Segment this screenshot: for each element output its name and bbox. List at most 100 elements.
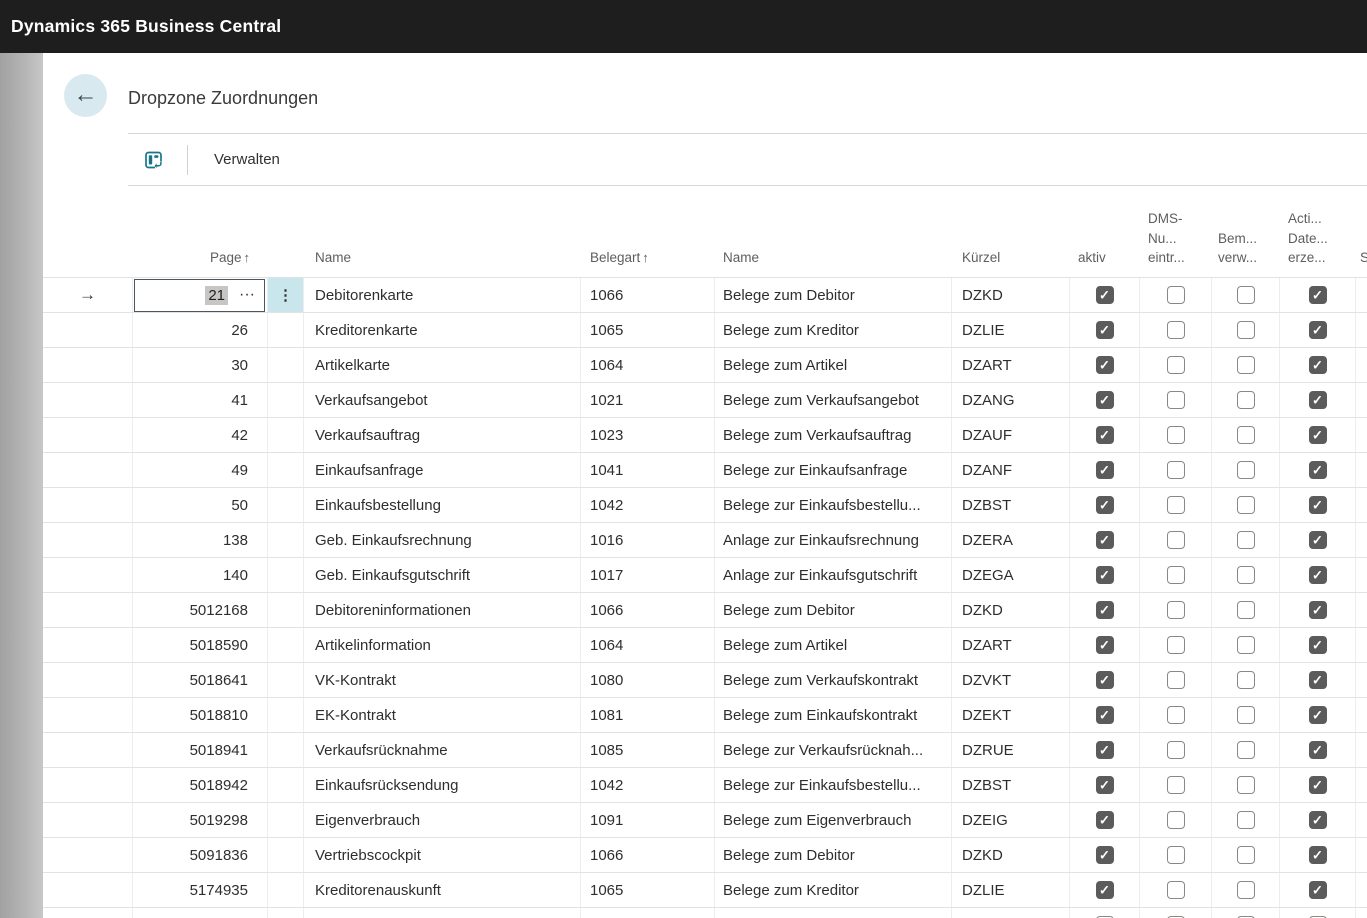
page-cell[interactable]: 140 bbox=[133, 558, 268, 592]
name2-cell[interactable]: Belege zur Einkaufsbestellu... bbox=[715, 488, 952, 522]
page-cell[interactable]: 5012168 bbox=[133, 593, 268, 627]
dms-checkbox[interactable] bbox=[1166, 706, 1185, 724]
row-selector-cell[interactable] bbox=[43, 418, 133, 452]
bem-checkbox[interactable] bbox=[1236, 461, 1255, 479]
name-cell[interactable]: Einkaufsanfrage bbox=[304, 453, 581, 487]
name-cell[interactable]: Verkaufsauftrag bbox=[304, 418, 581, 452]
belegart-cell[interactable]: 1064 bbox=[581, 348, 715, 382]
dms-checkbox[interactable] bbox=[1166, 636, 1185, 654]
verwalten-menu[interactable]: Verwalten bbox=[214, 151, 280, 168]
kuerzel-cell[interactable]: DZRUE bbox=[952, 733, 1070, 767]
dms-checkbox[interactable] bbox=[1166, 356, 1185, 374]
bem-checkbox[interactable] bbox=[1236, 531, 1255, 549]
kuerzel-cell[interactable]: DZKD bbox=[952, 278, 1070, 312]
row-menu-cell[interactable] bbox=[268, 348, 304, 382]
dms-checkbox[interactable] bbox=[1166, 426, 1185, 444]
belegart-cell[interactable]: 1021 bbox=[581, 383, 715, 417]
aktiv-checkbox[interactable]: ✓ bbox=[1095, 356, 1114, 374]
table-row[interactable]: 5091836 Vertriebscockpit 1066 Belege zum… bbox=[43, 837, 1367, 872]
dms-checkbox[interactable] bbox=[1166, 881, 1185, 899]
row-selector-cell[interactable] bbox=[43, 733, 133, 767]
name2-cell[interactable]: Anlage zur Einkaufsrechnung bbox=[715, 523, 952, 557]
name2-cell[interactable]: Anlage zur Einkaufsgutschrift bbox=[715, 558, 952, 592]
table-row[interactable]: 30 Artikelkarte 1064 Belege zum Artikel … bbox=[43, 347, 1367, 382]
kuerzel-cell[interactable]: DZEKT bbox=[952, 698, 1070, 732]
bem-column-header[interactable]: Bem... verw... bbox=[1218, 230, 1258, 266]
aktiv-checkbox[interactable]: ✓ bbox=[1095, 881, 1114, 899]
acti-checkbox[interactable]: ✓ bbox=[1308, 671, 1327, 689]
dms-checkbox[interactable] bbox=[1166, 321, 1185, 339]
kuerzel-cell[interactable]: DZVKT bbox=[952, 663, 1070, 697]
assist-edit-button[interactable]: ··· bbox=[239, 286, 255, 303]
table-row[interactable]: 5018941 Verkaufsrücknahme 1085 Belege zu… bbox=[43, 732, 1367, 767]
row-menu-cell[interactable] bbox=[268, 418, 304, 452]
name-cell[interactable]: Artikelkarte bbox=[304, 348, 581, 382]
acti-checkbox[interactable]: ✓ bbox=[1308, 846, 1327, 864]
row-selector-cell[interactable] bbox=[43, 453, 133, 487]
aktiv-checkbox[interactable]: ✓ bbox=[1095, 566, 1114, 584]
aktiv-checkbox[interactable]: ✓ bbox=[1095, 461, 1114, 479]
table-row[interactable]: 138 Geb. Einkaufsrechnung 1016 Anlage zu… bbox=[43, 522, 1367, 557]
bem-checkbox[interactable] bbox=[1236, 356, 1255, 374]
acti-checkbox[interactable]: ✓ bbox=[1308, 321, 1327, 339]
dms-checkbox[interactable] bbox=[1166, 671, 1185, 689]
row-menu-cell[interactable] bbox=[268, 768, 304, 802]
bem-checkbox[interactable] bbox=[1236, 776, 1255, 794]
name-cell[interactable]: Artikelinformation bbox=[304, 628, 581, 662]
kuerzel-cell[interactable]: DZKD bbox=[952, 838, 1070, 872]
row-menu-cell[interactable] bbox=[268, 628, 304, 662]
name-cell[interactable]: Verkaufsrücknahme bbox=[304, 733, 581, 767]
row-menu-cell[interactable] bbox=[268, 453, 304, 487]
aktiv-checkbox[interactable]: ✓ bbox=[1095, 601, 1114, 619]
aktiv-checkbox[interactable]: ✓ bbox=[1095, 391, 1114, 409]
table-row[interactable]: 5012168 Debitoreninformationen 1066 Bele… bbox=[43, 592, 1367, 627]
kuerzel-column-header[interactable]: Kürzel bbox=[962, 250, 1001, 266]
aktiv-checkbox[interactable]: ✓ bbox=[1095, 321, 1114, 339]
acti-checkbox[interactable]: ✓ bbox=[1308, 741, 1327, 759]
kuerzel-cell[interactable]: DZBST bbox=[952, 768, 1070, 802]
kuerzel-cell[interactable]: DZERA bbox=[952, 523, 1070, 557]
belegart-cell[interactable] bbox=[581, 908, 715, 918]
aktiv-checkbox[interactable]: ✓ bbox=[1095, 776, 1114, 794]
page-cell[interactable]: 5091836 bbox=[133, 838, 268, 872]
belegart-cell[interactable]: 1080 bbox=[581, 663, 715, 697]
aktiv-checkbox[interactable]: ✓ bbox=[1095, 706, 1114, 724]
name-cell[interactable]: Kreditorenauskunft bbox=[304, 873, 581, 907]
row-menu-cell[interactable]: ⋮ bbox=[268, 278, 304, 312]
kuerzel-cell[interactable]: DZANF bbox=[952, 453, 1070, 487]
acti-checkbox[interactable]: ✓ bbox=[1308, 461, 1327, 479]
page-cell[interactable]: 21 ··· bbox=[133, 278, 268, 312]
page-cell[interactable] bbox=[133, 908, 268, 918]
bem-checkbox[interactable] bbox=[1236, 811, 1255, 829]
page-cell[interactable]: 138 bbox=[133, 523, 268, 557]
row-selector-cell[interactable] bbox=[43, 628, 133, 662]
page-cell[interactable]: 5018942 bbox=[133, 768, 268, 802]
dms-checkbox[interactable] bbox=[1166, 391, 1185, 409]
table-row[interactable]: 5018942 Einkaufsrücksendung 1042 Belege … bbox=[43, 767, 1367, 802]
bem-checkbox[interactable] bbox=[1236, 286, 1255, 304]
bem-checkbox[interactable] bbox=[1236, 846, 1255, 864]
table-row[interactable]: 5018590 Artikelinformation 1064 Belege z… bbox=[43, 627, 1367, 662]
row-menu-cell[interactable] bbox=[268, 698, 304, 732]
name2-cell[interactable]: Belege zur Einkaufsbestellu... bbox=[715, 768, 952, 802]
belegart-cell[interactable]: 1065 bbox=[581, 873, 715, 907]
belegart-cell[interactable]: 1017 bbox=[581, 558, 715, 592]
belegart-cell[interactable]: 1091 bbox=[581, 803, 715, 837]
belegart-column-header[interactable]: Belegart ↑ bbox=[590, 250, 649, 266]
acti-checkbox[interactable]: ✓ bbox=[1308, 391, 1327, 409]
row-menu-cell[interactable] bbox=[268, 383, 304, 417]
acti-checkbox[interactable]: ✓ bbox=[1308, 531, 1327, 549]
row-selector-cell[interactable] bbox=[43, 523, 133, 557]
acti-checkbox[interactable]: ✓ bbox=[1308, 881, 1327, 899]
row-selector-cell[interactable] bbox=[43, 838, 133, 872]
dms-checkbox[interactable] bbox=[1166, 461, 1185, 479]
table-row[interactable]: 140 Geb. Einkaufsgutschrift 1017 Anlage … bbox=[43, 557, 1367, 592]
row-menu-cell[interactable] bbox=[268, 908, 304, 918]
kuerzel-cell[interactable] bbox=[952, 908, 1070, 918]
aktiv-checkbox[interactable]: ✓ bbox=[1095, 531, 1114, 549]
row-selector-cell[interactable] bbox=[43, 873, 133, 907]
row-selector-cell[interactable] bbox=[43, 698, 133, 732]
row-selector-cell[interactable] bbox=[43, 313, 133, 347]
name-cell[interactable]: VK-Kontrakt bbox=[304, 663, 581, 697]
belegart-cell[interactable]: 1081 bbox=[581, 698, 715, 732]
